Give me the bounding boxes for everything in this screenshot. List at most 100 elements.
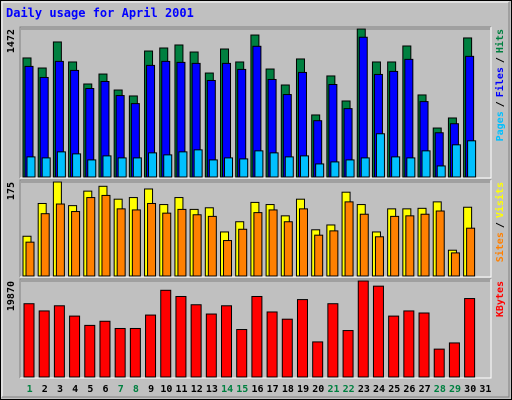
x-tick-label: 17 xyxy=(267,384,279,395)
x-tick-label: 10 xyxy=(160,384,172,395)
bar xyxy=(99,320,111,378)
legend-entry: Sites xyxy=(494,232,506,262)
x-tick-label: 6 xyxy=(103,384,109,395)
legend-entry: Pages xyxy=(495,111,506,141)
bar xyxy=(388,315,400,378)
x-tick-label: 2 xyxy=(42,384,48,395)
bar xyxy=(375,133,385,178)
bar xyxy=(299,155,309,178)
bar xyxy=(345,159,355,178)
x-tick-label: 13 xyxy=(206,384,218,395)
bar xyxy=(55,203,65,277)
bar xyxy=(451,144,461,178)
bar xyxy=(251,295,263,378)
bar xyxy=(160,289,172,378)
x-tick-label: 20 xyxy=(312,384,324,395)
x-tick-label: 24 xyxy=(373,384,385,395)
bar xyxy=(114,327,126,378)
bar xyxy=(253,212,263,277)
bar xyxy=(84,324,96,378)
bar xyxy=(223,240,233,277)
legend: Sites / Visits xyxy=(494,182,506,262)
x-tick-label: 3 xyxy=(57,384,63,395)
bar xyxy=(329,230,339,277)
bar xyxy=(41,157,51,178)
bar xyxy=(284,156,294,178)
bar xyxy=(374,236,384,277)
bar xyxy=(193,149,203,178)
x-tick-label: 29 xyxy=(449,384,461,395)
bar xyxy=(296,299,308,378)
bar xyxy=(26,156,36,178)
bar xyxy=(448,342,460,378)
legend: Pages / Files / Hits xyxy=(494,29,506,141)
x-tick-label: 9 xyxy=(148,384,154,395)
bar xyxy=(178,151,188,178)
x-tick-label: 5 xyxy=(87,384,93,395)
x-tick-label: 11 xyxy=(176,384,188,395)
bar xyxy=(53,305,65,378)
x-tick-label: 27 xyxy=(419,384,431,395)
bar xyxy=(162,212,172,277)
bar xyxy=(238,228,248,277)
y-tick-label: 19870 xyxy=(6,281,17,311)
bar xyxy=(298,208,308,277)
x-tick-label: 25 xyxy=(388,384,400,395)
bar xyxy=(327,303,339,378)
x-tick-label: 15 xyxy=(236,384,248,395)
bar xyxy=(131,209,141,277)
bar xyxy=(25,241,35,277)
bar xyxy=(145,314,157,378)
x-tick-label: 16 xyxy=(251,384,263,395)
plot-border-dark xyxy=(19,179,491,277)
bar xyxy=(205,313,217,378)
plot-border-light xyxy=(20,27,492,179)
bar xyxy=(450,252,460,277)
legend-entry: Hits xyxy=(494,29,506,53)
bar xyxy=(239,158,249,178)
bar xyxy=(208,159,218,178)
bar xyxy=(86,197,96,277)
legend-entry: Visits xyxy=(494,182,506,218)
bar xyxy=(359,213,369,277)
bar xyxy=(421,150,431,178)
x-tick-label: 12 xyxy=(191,384,203,395)
bar xyxy=(420,213,430,277)
legend: KBytes xyxy=(495,281,506,317)
legend-separator: / xyxy=(495,101,506,107)
bar xyxy=(372,285,384,378)
bar xyxy=(405,215,415,277)
bar xyxy=(192,214,202,277)
x-tick-label: 19 xyxy=(297,384,309,395)
bar xyxy=(391,156,401,178)
x-tick-label: 8 xyxy=(133,384,139,395)
bar xyxy=(163,154,173,178)
bar xyxy=(344,201,354,277)
bar xyxy=(406,157,416,178)
x-tick-label: 4 xyxy=(72,384,78,395)
bar xyxy=(357,280,369,378)
y-tick-label: 175 xyxy=(6,182,17,200)
bar xyxy=(71,211,81,277)
bar xyxy=(147,202,157,277)
x-tick-label: 22 xyxy=(343,384,355,395)
bar xyxy=(283,221,293,277)
bar xyxy=(177,208,187,277)
bar xyxy=(38,310,50,378)
bar xyxy=(418,312,430,378)
x-tick-label: 14 xyxy=(221,384,233,395)
x-tick-label: 30 xyxy=(464,384,476,395)
bar xyxy=(224,157,234,178)
x-tick-label: 1 xyxy=(27,384,33,395)
bar xyxy=(102,155,112,178)
bar xyxy=(315,163,325,178)
bar xyxy=(358,36,368,178)
plot-border-dark xyxy=(19,26,491,178)
bar xyxy=(101,194,111,277)
bar xyxy=(312,341,324,378)
bar xyxy=(254,150,264,178)
bar xyxy=(190,304,202,378)
